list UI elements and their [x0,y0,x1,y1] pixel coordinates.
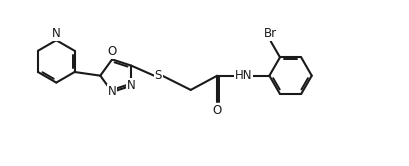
Text: O: O [107,45,117,58]
Text: O: O [212,104,221,117]
Text: N: N [108,85,116,98]
Text: N: N [52,27,61,40]
Text: N: N [126,79,135,92]
Text: HN: HN [234,69,252,82]
Text: Br: Br [263,27,277,40]
Text: S: S [154,69,162,82]
